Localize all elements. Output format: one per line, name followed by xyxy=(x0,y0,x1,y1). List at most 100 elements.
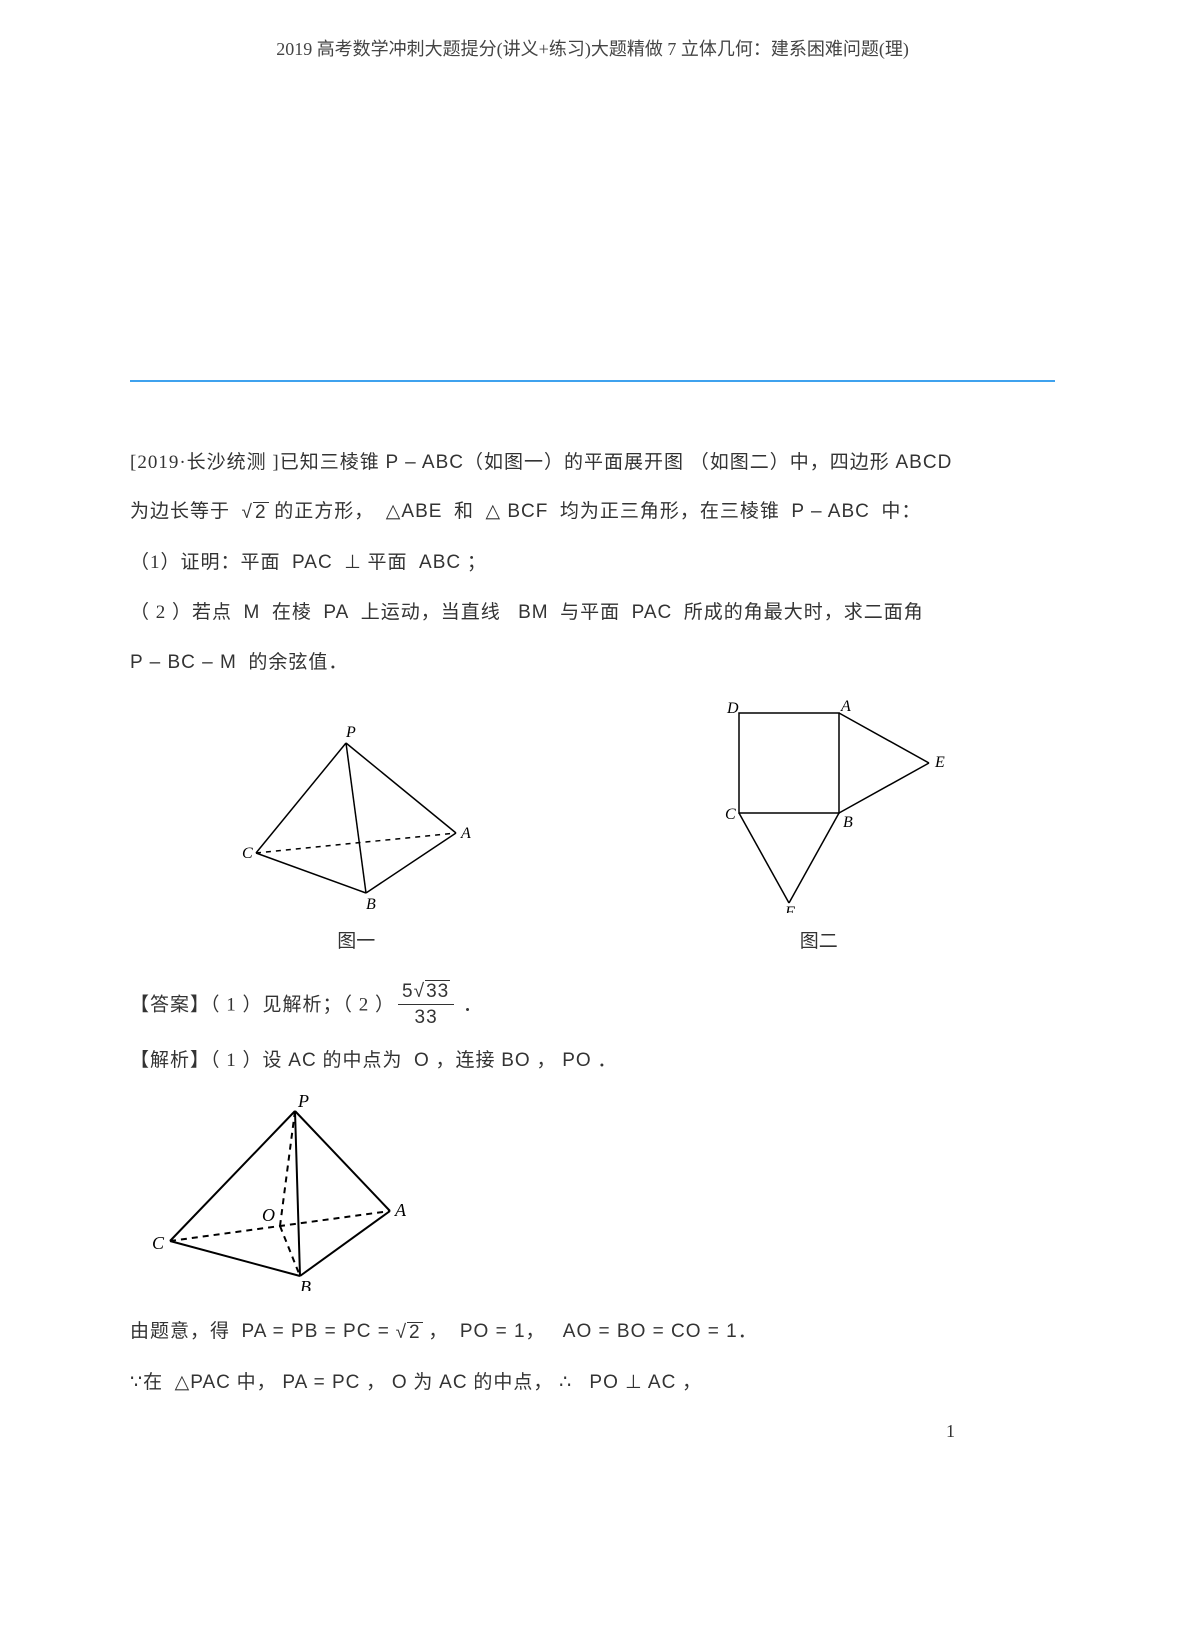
figure-2-caption: 图二 xyxy=(679,921,959,963)
fig1-label-p: P xyxy=(345,724,356,741)
text: （ 1 ）见解析； xyxy=(210,995,343,1016)
num-a: 5 xyxy=(402,981,414,1002)
problem-line-1: [2019·长沙统测 ]已知三棱锥 P – ABC（如图一）的平面展开图 （如图… xyxy=(130,442,1055,484)
fig3-label-a: A xyxy=(394,1200,407,1220)
perp-symbol: ⊥ xyxy=(344,552,362,573)
symbol-pac-2: PAC xyxy=(632,602,673,623)
text: 的正方形， xyxy=(274,501,374,522)
problem-q2-line1: （ 2 ）若点 M 在棱 PA 上运动，当直线 BM 与平面 PAC 所成的角最… xyxy=(130,592,1055,634)
footer-area: 1 xyxy=(130,1412,1055,1502)
text: 均为正三角形，在三棱锥 xyxy=(560,501,780,522)
answer-label: 【答案】 xyxy=(130,995,210,1016)
document-header: 2019 高考数学冲刺大题提分(讲义+练习)大题精做 7 立体几何：建系困难问题… xyxy=(130,30,1055,70)
figure-2-cell: D A E C B F 图二 xyxy=(679,693,959,963)
fig3-label-c: C xyxy=(152,1233,165,1253)
text: （1）证明：平面 xyxy=(130,552,281,573)
radical-sign: √ xyxy=(242,502,253,523)
figure-3-container: P A B C O xyxy=(130,1091,1055,1291)
problem-q1: （1）证明：平面 PAC ⊥ 平面 ABC ； xyxy=(130,542,1055,584)
fig2-label-d: D xyxy=(726,700,739,717)
problem-source: [2019·长沙统测 ] xyxy=(130,452,280,473)
text: 的中点为 xyxy=(322,1050,402,1071)
solution-line-2: 由题意，得 PA = PB = PC = √2 ， PO = 1， AO = B… xyxy=(130,1311,1055,1354)
symbol-abe: △ABE xyxy=(386,501,443,522)
symbol-p-bc-m: P – BC – M xyxy=(130,652,237,673)
symbol-m: M xyxy=(244,602,261,623)
symbol-p-abc: P – ABC xyxy=(386,452,464,473)
figure-3-svg: P A B C O xyxy=(130,1091,430,1291)
fig2-label-a: A xyxy=(840,698,851,715)
symbol-pa: PA xyxy=(323,602,349,623)
fig2-label-f: F xyxy=(784,904,795,913)
text: （ 2 ）若点 xyxy=(130,602,232,623)
symbol-abc: ABC xyxy=(419,552,461,573)
text: ； xyxy=(467,552,487,573)
text: 已知三棱锥 xyxy=(280,452,380,473)
fig1-label-c: C xyxy=(242,845,253,862)
fraction-denominator: 33 xyxy=(398,1005,454,1032)
symbol-bcf: △ BCF xyxy=(485,501,548,522)
text: ， xyxy=(682,1372,702,1393)
figure-1-caption: 图一 xyxy=(226,921,486,963)
symbol-bo: BO xyxy=(501,1050,530,1071)
text: ． xyxy=(463,995,483,1016)
solution-label: 【解析】 xyxy=(130,1050,210,1071)
radicand: 2 xyxy=(253,502,269,522)
symbol-p-abc-2: P – ABC xyxy=(791,501,869,522)
text: 中： xyxy=(881,501,921,522)
text: 的余弦值． xyxy=(248,652,348,673)
fig3-label-p: P xyxy=(297,1091,309,1111)
sqrt-2-b: √2 xyxy=(396,1312,423,1354)
text: （如图一）的平面展开图 （如图二）中，四边形 xyxy=(464,452,890,473)
text: 平面 xyxy=(368,552,408,573)
text: （ 2 ） xyxy=(343,995,396,1016)
sqrt-2: √2 xyxy=(242,492,269,534)
symbol-ac-2: AC xyxy=(439,1372,467,1393)
symbol-ac: AC xyxy=(288,1050,316,1071)
text: 与平面 xyxy=(560,602,620,623)
fig1-label-b: B xyxy=(366,896,376,913)
fig3-label-b: B xyxy=(300,1277,311,1291)
eq-po-1: PO = 1 xyxy=(460,1321,526,1342)
answer-fraction: 5√3333 xyxy=(398,981,454,1031)
text: ， xyxy=(536,1050,556,1071)
text: ， xyxy=(366,1372,386,1393)
symbol-abcd: ABCD xyxy=(896,452,953,473)
fig2-label-c: C xyxy=(725,806,736,823)
therefore-symbol: ∴ xyxy=(559,1372,572,1393)
answer-line: 【答案】（ 1 ）见解析；（ 2 ）5√3333 ． xyxy=(130,981,1055,1031)
num-rad: √ xyxy=(414,981,425,1002)
num-b: 33 xyxy=(425,980,450,1002)
figure-1-svg: P A B C xyxy=(226,723,486,913)
figure-1-cell: P A B C 图一 xyxy=(226,723,486,963)
symbol-po: PO xyxy=(562,1050,591,1071)
figure-2-svg: D A E C B F xyxy=(679,693,959,913)
eq-po-perp-ac: PO ⊥ AC xyxy=(589,1372,676,1393)
text: （ 1 ）设 xyxy=(210,1050,283,1071)
symbol-pac-tri: △PAC xyxy=(175,1372,231,1393)
text: 在棱 xyxy=(272,602,312,623)
solution-line-3: ∵在 △PAC 中， PA = PC ， O 为 AC 的中点， ∴ PO ⊥ … xyxy=(130,1362,1055,1404)
fig3-label-o: O xyxy=(262,1205,275,1225)
eq-ao-bo-co: AO = BO = CO = 1 xyxy=(563,1321,738,1342)
figure-row-1: P A B C 图一 D A E C B F xyxy=(130,693,1055,963)
symbol-o: O xyxy=(414,1050,430,1071)
text: 上运动，当直线 xyxy=(361,602,501,623)
text: 由题意，得 xyxy=(130,1321,230,1342)
symbol-pac: PAC xyxy=(292,552,333,573)
text: 的中点， xyxy=(473,1372,553,1393)
symbol-bm: BM xyxy=(518,602,549,623)
text: 为 xyxy=(413,1372,433,1393)
text: ， xyxy=(428,1321,448,1342)
fraction-numerator: 5√33 xyxy=(398,981,454,1005)
page-container: 2019 高考数学冲刺大题提分(讲义+练习)大题精做 7 立体几何：建系困难问题… xyxy=(0,0,1185,1542)
text: ，连接 xyxy=(435,1050,495,1071)
text: 为边长等于 xyxy=(130,501,230,522)
radicand: 2 xyxy=(407,1322,423,1342)
eq-pa-pb-pc: PA = PB = PC = xyxy=(242,1321,390,1342)
text: ， xyxy=(526,1321,546,1342)
text: ． xyxy=(738,1321,758,1342)
fig2-label-e: E xyxy=(934,754,945,771)
problem-q2-line2: P – BC – M 的余弦值． xyxy=(130,642,1055,684)
eq-pa-pc: PA = PC xyxy=(282,1372,360,1393)
